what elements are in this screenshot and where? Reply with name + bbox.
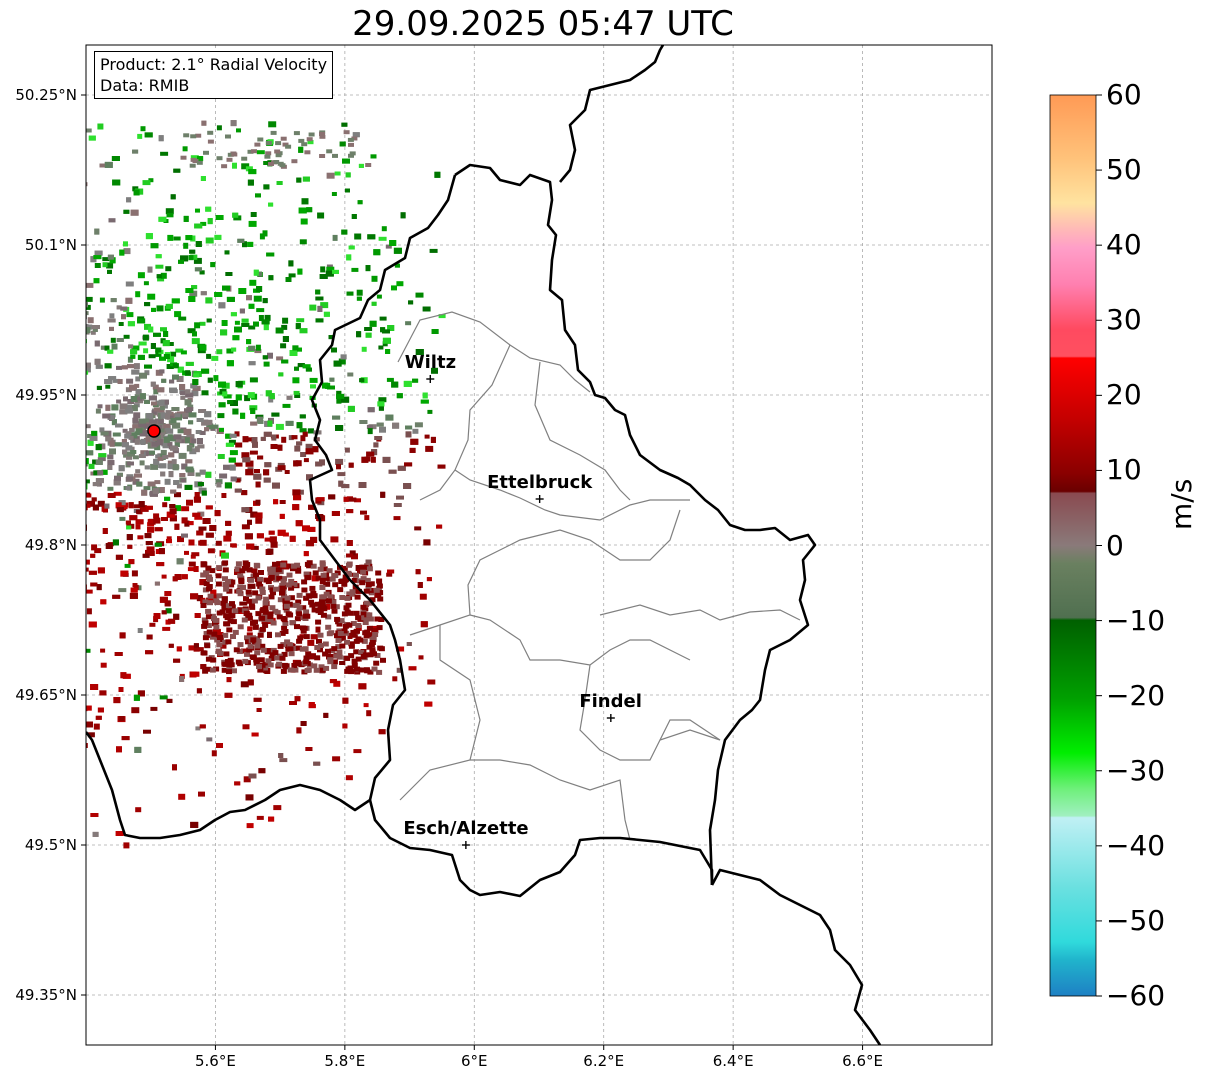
colorbar-tick-label: 30: [1106, 303, 1142, 337]
lon-label: 5.6°E: [195, 1052, 236, 1070]
city-label: Findel: [579, 691, 642, 712]
colorbar-tick-label: 10: [1106, 453, 1142, 487]
lat-label: 49.35°N: [15, 986, 77, 1004]
city-label: Wiltz: [404, 352, 457, 373]
lat-label: 50.1°N: [24, 236, 77, 254]
data-source-label: Data: RMIB: [100, 76, 190, 95]
product-info-box: Product: 2.1° Radial Velocity Data: RMIB: [94, 51, 334, 99]
product-label: Product: 2.1° Radial Velocity: [100, 55, 328, 74]
colorbar-tick-label: −60: [1106, 979, 1166, 1012]
country-borders: [86, 45, 882, 1045]
colorbar-tick-label: −40: [1106, 828, 1166, 862]
city-markers: [426, 375, 615, 849]
city-label: Ettelbruck: [487, 472, 593, 493]
lat-label: 50.25°N: [15, 86, 77, 104]
lat-label: 49.65°N: [15, 686, 77, 704]
colorbar: [1049, 94, 1097, 997]
colorbar-tick-label: 60: [1106, 78, 1142, 111]
lat-label: 49.5°N: [24, 836, 77, 854]
colorbar-tick-label: −20: [1106, 678, 1166, 712]
lon-label: 6.2°E: [583, 1052, 625, 1070]
colorbar-tick-label: 40: [1106, 228, 1142, 262]
radar-velocity-pixels: [86, 120, 446, 849]
colorbar-tick-label: −10: [1106, 603, 1166, 637]
city-label: Esch/Alzette: [403, 818, 529, 839]
colorbar-tick-label: −50: [1106, 903, 1166, 937]
axis-ticks: [81, 94, 864, 1050]
lon-label: 6.4°E: [712, 1052, 754, 1070]
lon-label: 6.6°E: [842, 1052, 883, 1070]
colorbar-tick-label: 50: [1106, 153, 1142, 187]
lat-label: 49.8°N: [24, 536, 77, 554]
canton-borders: [397, 311, 801, 841]
colorbar-tick-label: 20: [1106, 378, 1142, 412]
colorbar-tick-label: 0: [1106, 528, 1124, 562]
lon-label: 6°E: [461, 1052, 488, 1070]
colorbar-ticks: [1096, 94, 1102, 997]
lat-label: 49.95°N: [15, 386, 77, 404]
radar-site-marker: [147, 424, 161, 438]
colorbar-tick-label: −30: [1106, 753, 1166, 787]
colorbar-unit-label: m/s: [1165, 478, 1198, 530]
map-title: 29.09.2025 05:47 UTC: [352, 4, 734, 44]
lon-label: 5.8°E: [324, 1052, 366, 1070]
